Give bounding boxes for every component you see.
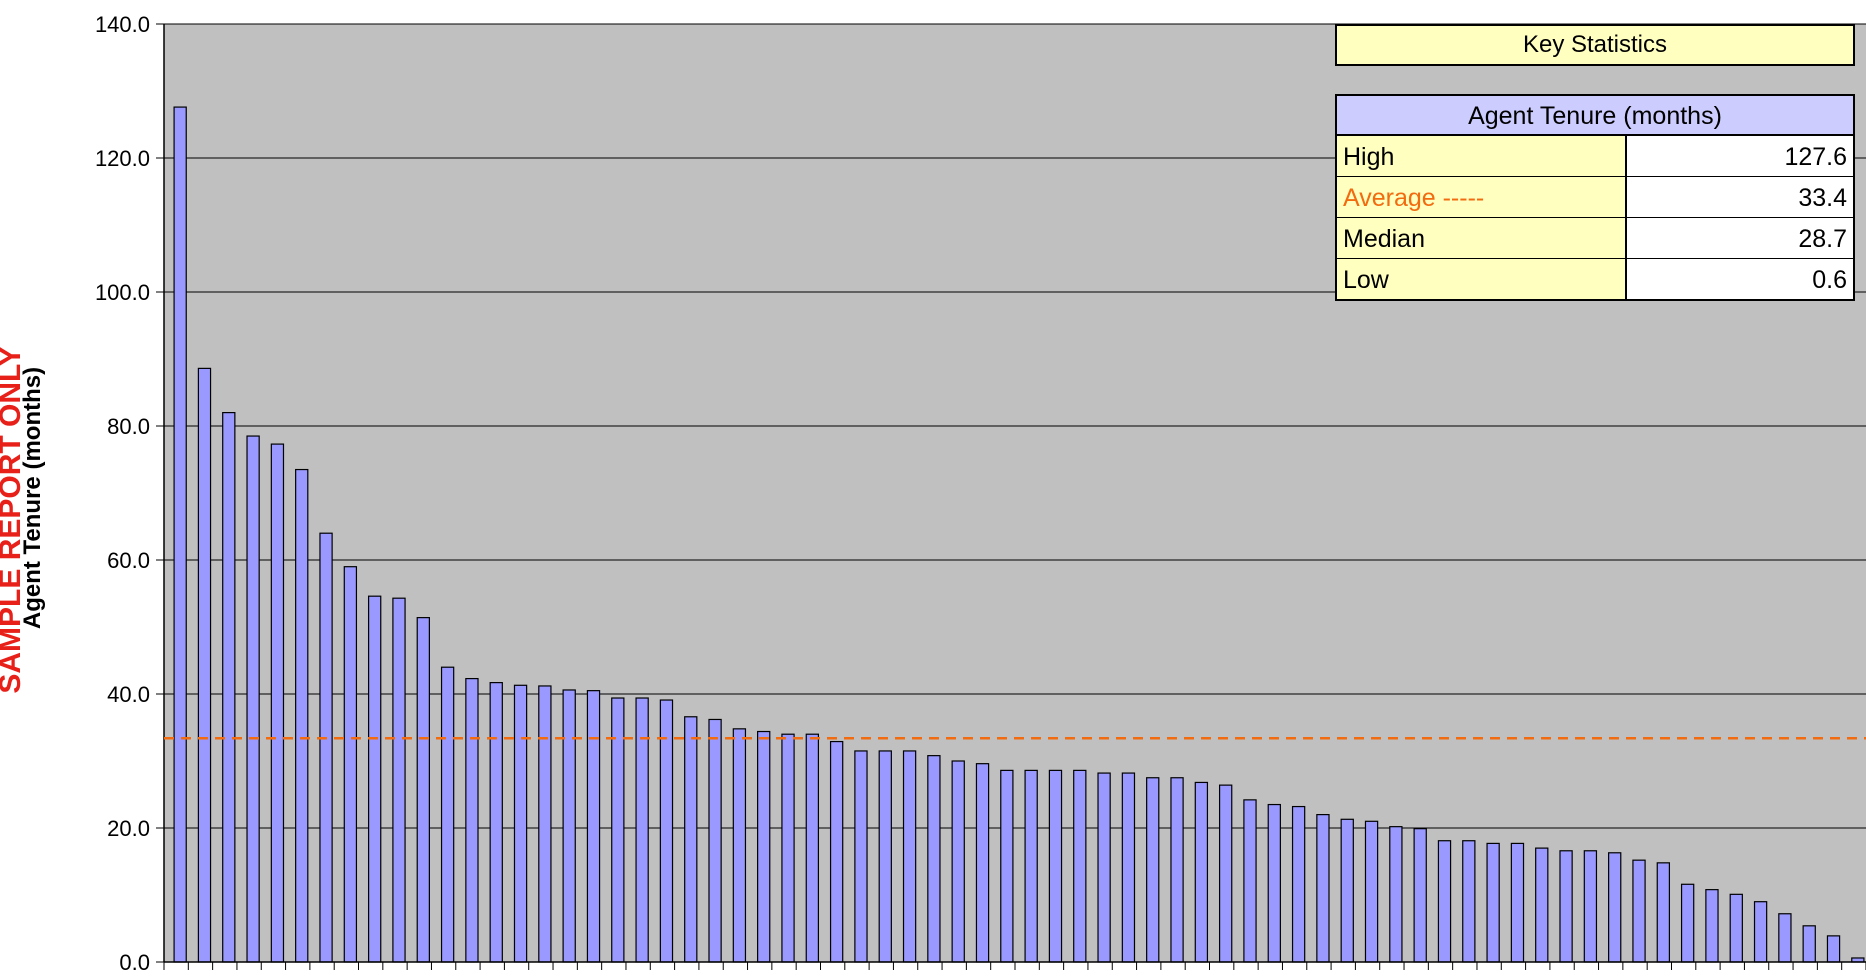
- bar: [1559, 850, 1573, 963]
- bar: [1753, 901, 1768, 963]
- stats-label-average: Average -----: [1337, 177, 1627, 217]
- bar: [1778, 913, 1792, 963]
- stats-label-high: High: [1337, 136, 1627, 176]
- stats-row-high: High 127.6: [1337, 135, 1853, 176]
- bar: [1583, 850, 1598, 963]
- bar: [684, 716, 698, 963]
- bar: [951, 760, 965, 963]
- bar: [757, 730, 771, 963]
- bar: [975, 763, 990, 963]
- bar: [1097, 772, 1111, 963]
- y-tick-label: 60.0: [107, 548, 150, 573]
- bar: [927, 755, 941, 963]
- bar: [1267, 803, 1281, 963]
- bar: [854, 750, 868, 963]
- bar: [343, 566, 358, 963]
- bar: [173, 106, 187, 963]
- stats-label-low: Low: [1337, 259, 1627, 299]
- key-statistics-panel: Key Statistics Agent Tenure (months) Hig…: [1335, 24, 1855, 301]
- bar: [1437, 840, 1452, 963]
- bar: [440, 666, 455, 963]
- y-axis-title: Agent Tenure (months): [19, 367, 46, 629]
- bar: [1000, 769, 1014, 963]
- bar: [1340, 818, 1354, 963]
- bar: [1462, 840, 1476, 963]
- bar: [1073, 769, 1087, 963]
- bar: [1194, 781, 1209, 963]
- bar: [1680, 883, 1695, 963]
- bar: [392, 597, 406, 963]
- bar: [246, 435, 260, 963]
- bar: [1291, 805, 1306, 963]
- key-statistics-title: Key Statistics: [1335, 24, 1855, 66]
- bar: [538, 685, 552, 963]
- bar: [416, 617, 430, 963]
- bar: [1802, 925, 1816, 963]
- bar: [319, 532, 333, 963]
- bar: [562, 689, 576, 963]
- bar: [732, 728, 747, 963]
- y-tick-label: 120.0: [95, 146, 150, 171]
- bar: [902, 750, 917, 963]
- bar: [878, 750, 892, 963]
- bar: [1705, 889, 1719, 963]
- y-tick-label: 0.0: [119, 950, 150, 975]
- bar: [1632, 859, 1646, 963]
- stats-label-median: Median: [1337, 218, 1627, 258]
- bar: [465, 677, 479, 963]
- stats-value-median: 28.7: [1627, 218, 1853, 258]
- stats-table-header: Agent Tenure (months): [1337, 96, 1853, 135]
- bar: [1024, 769, 1038, 963]
- y-tick-label: 140.0: [95, 12, 150, 37]
- stats-row-average: Average ----- 33.4: [1337, 176, 1853, 217]
- bar: [1729, 893, 1743, 963]
- stats-row-median: Median 28.7: [1337, 217, 1853, 258]
- y-tick-label: 80.0: [107, 414, 150, 439]
- bar: [222, 412, 236, 963]
- bar: [1048, 769, 1063, 963]
- y-tick-label: 40.0: [107, 682, 150, 707]
- bar: [1316, 813, 1330, 963]
- stats-value-average: 33.4: [1627, 177, 1853, 217]
- bar: [513, 684, 528, 963]
- bar: [586, 690, 601, 963]
- bar: [781, 733, 795, 963]
- bar: [1170, 777, 1184, 963]
- bar: [805, 733, 820, 963]
- bar: [270, 443, 285, 963]
- key-statistics-table: Agent Tenure (months) High 127.6 Average…: [1335, 94, 1855, 301]
- bar: [1364, 820, 1379, 963]
- bar: [1510, 842, 1525, 963]
- bar: [708, 718, 722, 963]
- bar: [1826, 935, 1841, 963]
- bar: [829, 740, 844, 963]
- bar: [489, 682, 503, 963]
- bar: [295, 468, 309, 963]
- bar: [197, 367, 212, 963]
- stats-value-low: 0.6: [1627, 259, 1853, 299]
- bar: [1121, 772, 1136, 963]
- y-tick-label: 20.0: [107, 816, 150, 841]
- bar: [1486, 842, 1500, 963]
- bar: [1146, 777, 1160, 963]
- bar: [1413, 828, 1427, 963]
- bar: [1535, 847, 1549, 963]
- bar: [1218, 784, 1233, 963]
- bar: [367, 595, 382, 963]
- watermark-text: SAMPLE REPORT ONLY: [0, 346, 27, 693]
- stats-value-high: 127.6: [1627, 136, 1853, 176]
- bar: [1389, 826, 1403, 963]
- y-tick-label: 100.0: [95, 280, 150, 305]
- bar: [1656, 862, 1671, 963]
- bar: [1608, 852, 1622, 963]
- bar: [1243, 799, 1257, 963]
- stats-row-low: Low 0.6: [1337, 258, 1853, 299]
